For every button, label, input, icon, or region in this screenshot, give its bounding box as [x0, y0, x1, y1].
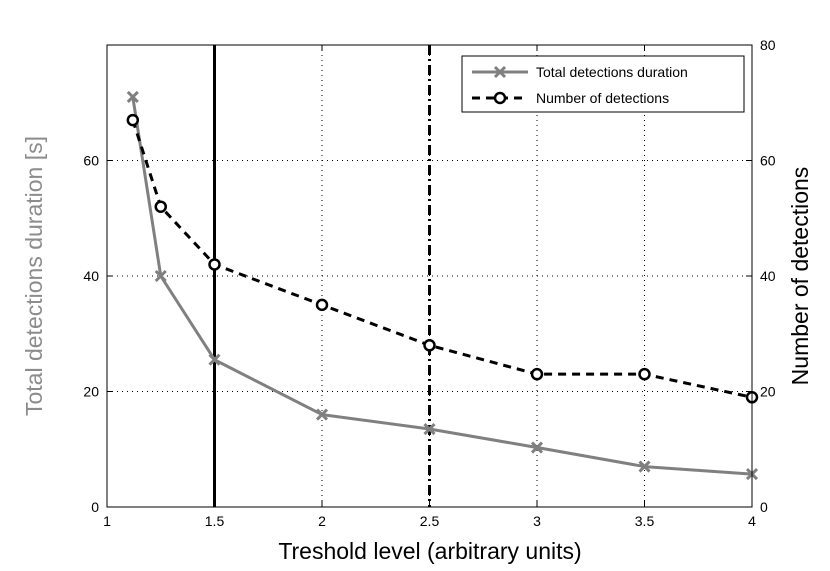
data-point [530, 367, 544, 381]
x-tick-label: 3 [533, 513, 541, 529]
y-right-tick-label: 0 [760, 499, 768, 515]
data-point [638, 460, 651, 473]
y-left-tick-label: 0 [91, 499, 99, 515]
data-point-stroke [126, 90, 139, 104]
data-point [423, 339, 436, 352]
series [126, 90, 759, 481]
legend-box [461, 55, 745, 113]
data-point-stroke [208, 353, 221, 366]
data-point [530, 441, 544, 454]
x-tick-label: 1.5 [205, 513, 225, 529]
x-tick-label: 4 [748, 513, 756, 529]
legend-marker-detections [493, 91, 507, 105]
x-tick-label: 1 [103, 513, 111, 529]
data-point [638, 367, 651, 381]
y-right-tick-label: 40 [760, 268, 776, 284]
data-point-stroke [315, 408, 329, 421]
y-axis-left-title: Total detections duration [s] [21, 136, 47, 416]
x-tick-label: 3.5 [635, 513, 655, 529]
y-left-tick-label: 60 [83, 153, 99, 169]
data-point [154, 200, 167, 213]
data-point [423, 422, 436, 436]
data-point [315, 298, 329, 312]
legend-label-detections: Number of detections [536, 90, 669, 106]
y-right-tick-label: 60 [760, 153, 776, 169]
y-right-tick-label: 20 [760, 384, 776, 400]
y-left-tick-label: 40 [83, 268, 99, 284]
y-right-tick-label: 80 [760, 37, 776, 53]
legend-label-duration: Total detections duration [536, 64, 688, 80]
y-axis-right-title: Number of detections [787, 167, 813, 386]
data-point-stroke [638, 460, 651, 473]
x-tick-label: 2 [318, 513, 326, 529]
legend-marker-duration [493, 65, 507, 79]
series-line [131, 119, 753, 399]
data-point [126, 90, 139, 104]
data-point-stroke [530, 441, 544, 454]
data-point-stroke [154, 269, 167, 283]
data-point [208, 258, 221, 271]
data-point [154, 269, 167, 283]
y-left-tick-label: 20 [83, 384, 99, 400]
x-tick-label: 2.5 [420, 513, 440, 529]
data-point [208, 353, 221, 366]
series-line [131, 96, 753, 476]
data-point-stroke [423, 422, 436, 436]
legend: Total detections duration Number of dete… [461, 55, 745, 113]
data-point [126, 113, 140, 127]
data-point [315, 408, 329, 421]
x-axis-title: Treshold level (arbitrary units) [278, 538, 581, 564]
